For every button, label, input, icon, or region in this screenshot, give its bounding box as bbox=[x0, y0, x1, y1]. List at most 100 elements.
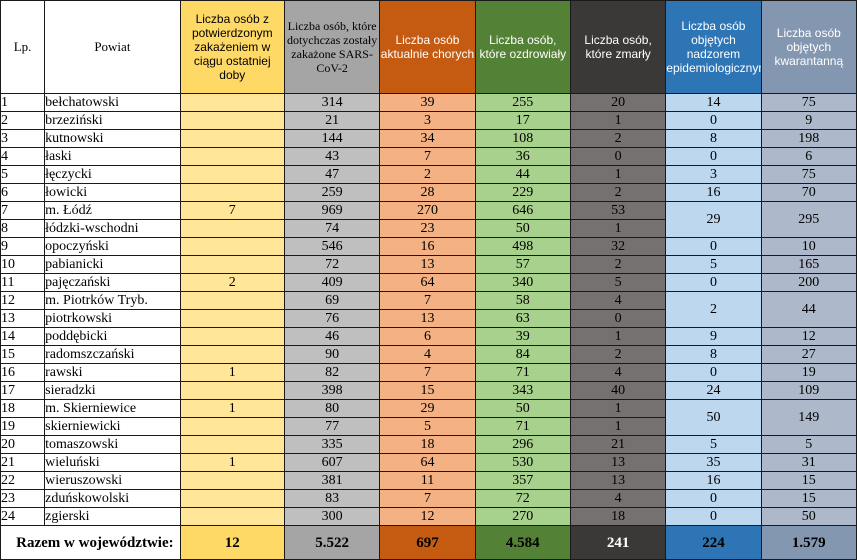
row-quarantine-cell: 27 bbox=[760, 345, 857, 364]
row-deaths-cell: 5 bbox=[569, 273, 667, 292]
row-recovered-cell: 17 bbox=[474, 111, 571, 130]
row-recovered-cell: 50 bbox=[474, 399, 571, 418]
row-powiat-cell: łęczycki bbox=[44, 165, 181, 184]
row-lp-cell: 18 bbox=[0, 399, 46, 418]
row-total-cases-cell: 381 bbox=[283, 471, 381, 490]
row-recovered-cell: 84 bbox=[474, 345, 571, 364]
row-new-cases-cell bbox=[179, 417, 285, 436]
row-lp-cell: 9 bbox=[0, 237, 46, 256]
row-supervision-cell: 0 bbox=[665, 489, 762, 508]
row-total-cases-cell: 21 bbox=[283, 111, 381, 130]
row-new-cases-cell bbox=[179, 237, 285, 256]
row-active-cases-cell: 34 bbox=[379, 129, 476, 148]
row-recovered-cell: 39 bbox=[474, 327, 571, 346]
summary-recovered: 4.584 bbox=[474, 525, 571, 560]
header-recovered: Liczba osób, które ozdrowiały bbox=[474, 0, 571, 94]
row-new-cases-cell bbox=[179, 435, 285, 454]
row-recovered-cell: 357 bbox=[474, 471, 571, 490]
row-supervision-cell: 0 bbox=[665, 111, 762, 130]
row-active-cases-cell: 64 bbox=[379, 273, 476, 292]
row-quarantine-cell: 70 bbox=[760, 183, 857, 202]
row-active-cases-cell: 13 bbox=[379, 255, 476, 274]
row-supervision-cell: 16 bbox=[665, 183, 762, 202]
row-supervision-cell: 16 bbox=[665, 471, 762, 490]
row-total-cases-cell: 83 bbox=[283, 489, 381, 508]
row-total-cases-cell: 409 bbox=[283, 273, 381, 292]
row-active-cases-cell: 6 bbox=[379, 327, 476, 346]
row-active-cases-cell: 7 bbox=[379, 291, 476, 310]
row-deaths-cell: 2 bbox=[569, 129, 667, 148]
row-supervision-cell: 14 bbox=[665, 93, 762, 112]
row-quarantine-cell: 19 bbox=[760, 363, 857, 382]
row-supervision-cell: 8 bbox=[665, 129, 762, 148]
row-recovered-cell: 72 bbox=[474, 489, 571, 508]
row-quarantine-cell: 295 bbox=[760, 201, 857, 238]
row-recovered-cell: 270 bbox=[474, 507, 571, 526]
row-quarantine-cell: 10 bbox=[760, 237, 857, 256]
row-powiat-cell: pabianicki bbox=[44, 255, 181, 274]
row-powiat-cell: bełchatowski bbox=[44, 93, 181, 112]
row-supervision-cell: 0 bbox=[665, 237, 762, 256]
row-supervision-cell: 35 bbox=[665, 453, 762, 472]
row-lp-cell: 14 bbox=[0, 327, 46, 346]
row-powiat-cell: m. Łódź bbox=[44, 201, 181, 220]
header-quarantine: Liczba osób objętych kwarantanną bbox=[760, 0, 857, 94]
row-new-cases-cell bbox=[179, 111, 285, 130]
row-quarantine-cell: 75 bbox=[760, 165, 857, 184]
row-active-cases-cell: 39 bbox=[379, 93, 476, 112]
row-deaths-cell: 1 bbox=[569, 399, 667, 418]
row-new-cases-cell bbox=[179, 255, 285, 274]
row-total-cases-cell: 46 bbox=[283, 327, 381, 346]
row-supervision-cell: 9 bbox=[665, 327, 762, 346]
row-total-cases-cell: 47 bbox=[283, 165, 381, 184]
row-powiat-cell: brzeziński bbox=[44, 111, 181, 130]
row-powiat-cell: sieradzki bbox=[44, 381, 181, 400]
row-new-cases-cell: 2 bbox=[179, 273, 285, 292]
row-powiat-cell: kutnowski bbox=[44, 129, 181, 148]
table-row: 11 pajęczański 2 409 64 340 5 0 200 bbox=[0, 273, 857, 292]
row-supervision-cell: 0 bbox=[665, 147, 762, 166]
row-recovered-cell: 646 bbox=[474, 201, 571, 220]
summary-deaths: 241 bbox=[569, 525, 667, 560]
row-deaths-cell: 1 bbox=[569, 165, 667, 184]
row-powiat-cell: zgierski bbox=[44, 507, 181, 526]
row-active-cases-cell: 16 bbox=[379, 237, 476, 256]
row-powiat-cell: poddębicki bbox=[44, 327, 181, 346]
row-quarantine-cell: 6 bbox=[760, 147, 857, 166]
row-new-cases-cell: 1 bbox=[179, 453, 285, 472]
row-lp-cell: 21 bbox=[0, 453, 46, 472]
row-powiat-cell: skierniewicki bbox=[44, 417, 181, 436]
row-lp-cell: 16 bbox=[0, 363, 46, 382]
header-active-cases: Liczba osób aktualnie chorych bbox=[379, 0, 476, 94]
row-lp-cell: 5 bbox=[0, 165, 46, 184]
summary-quarantine: 1.579 bbox=[760, 525, 857, 560]
row-quarantine-cell: 165 bbox=[760, 255, 857, 274]
row-lp-cell: 1 bbox=[0, 93, 46, 112]
header-total-cases: Liczba osób, które dotychczas zostały za… bbox=[283, 0, 381, 94]
row-supervision-cell: 29 bbox=[665, 201, 762, 238]
row-deaths-cell: 4 bbox=[569, 489, 667, 508]
row-lp-cell: 11 bbox=[0, 273, 46, 292]
table-row: 2 brzeziński 21 3 17 1 0 9 bbox=[0, 111, 857, 130]
row-recovered-cell: 50 bbox=[474, 219, 571, 238]
row-new-cases-cell: 1 bbox=[179, 363, 285, 382]
row-total-cases-cell: 300 bbox=[283, 507, 381, 526]
row-active-cases-cell: 23 bbox=[379, 219, 476, 238]
row-quarantine-cell: 200 bbox=[760, 273, 857, 292]
row-supervision-cell: 0 bbox=[665, 273, 762, 292]
row-quarantine-cell: 109 bbox=[760, 381, 857, 400]
table-row: 17 sieradzki 398 15 343 40 24 109 bbox=[0, 381, 857, 400]
row-supervision-cell: 0 bbox=[665, 363, 762, 382]
table-row: 22 wieruszowski 381 11 357 13 16 15 bbox=[0, 471, 857, 490]
row-active-cases-cell: 15 bbox=[379, 381, 476, 400]
row-lp-cell: 6 bbox=[0, 183, 46, 202]
row-quarantine-cell: 12 bbox=[760, 327, 857, 346]
row-powiat-cell: opoczyński bbox=[44, 237, 181, 256]
row-supervision-cell: 5 bbox=[665, 255, 762, 274]
row-supervision-cell: 2 bbox=[665, 291, 762, 328]
row-lp-cell: 8 bbox=[0, 219, 46, 238]
row-new-cases-cell bbox=[179, 381, 285, 400]
row-recovered-cell: 343 bbox=[474, 381, 571, 400]
row-lp-cell: 15 bbox=[0, 345, 46, 364]
row-lp-cell: 24 bbox=[0, 507, 46, 526]
